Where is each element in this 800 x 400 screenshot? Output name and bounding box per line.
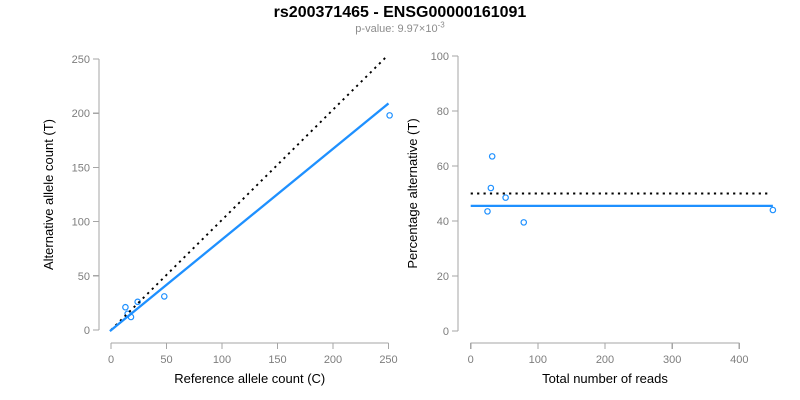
y-tick-label: 0 — [443, 326, 449, 338]
x-tick-label: 250 — [379, 354, 397, 366]
x-tick-label: 0 — [108, 354, 114, 366]
x-tick-label: 100 — [529, 354, 547, 366]
x-tick-label: 300 — [663, 354, 681, 366]
y-tick-label: 250 — [72, 54, 90, 66]
x-tick-label: 200 — [596, 354, 614, 366]
data-point — [487, 184, 495, 192]
regression-line — [109, 102, 390, 332]
data-point — [488, 153, 496, 160]
x-tick-label: 0 — [468, 354, 474, 366]
panel-1: 0 50 100 150 200 250 0 50 100 150 200 250 Reference … — [41, 54, 398, 386]
x-tick-label: 50 — [160, 354, 172, 366]
y-axis-title: Alternative allele count (T) — [41, 119, 56, 270]
data-point — [484, 208, 491, 215]
y-tick-label: 40 — [437, 216, 449, 228]
y-tick-label: 20 — [437, 271, 449, 283]
panel-2: 0 20 40 60 80 100 0 100 200 300 400 Total number of… — [405, 51, 777, 386]
pvalue-text: p-value: 9.97×10 — [355, 23, 438, 35]
data-point — [502, 194, 509, 201]
y-tick-label: 80 — [437, 106, 449, 118]
x-tick-label: 100 — [213, 354, 231, 366]
data-point — [160, 293, 168, 300]
x-axis-title: Total number of reads — [542, 371, 668, 386]
figure-subtitle: p-value: 9.97×10-3 — [0, 20, 800, 35]
pvalue-exponent: -3 — [437, 20, 445, 30]
y-tick-label: 0 — [84, 325, 90, 337]
data-point — [769, 206, 777, 214]
figure-title: rs200371465 - ENSG00000161091 — [273, 4, 527, 21]
y-tick-label: 60 — [437, 161, 449, 173]
x-tick-label: 400 — [730, 354, 748, 366]
y-tick-label: 200 — [72, 108, 90, 120]
y-tick-label: 50 — [78, 271, 90, 283]
y-axis-title: Percentage alternative (T) — [405, 118, 420, 268]
data-point — [386, 112, 393, 119]
x-tick-label: 200 — [324, 354, 342, 366]
y-tick-label: 100 — [431, 51, 449, 63]
data-point — [520, 219, 528, 226]
y-tick-label: 100 — [72, 217, 90, 229]
data-point — [134, 298, 141, 306]
y-tick-label: 150 — [72, 162, 90, 174]
identity-line — [110, 56, 387, 331]
x-axis-title: Reference allele count (C) — [174, 371, 325, 386]
x-tick-label: 150 — [268, 354, 286, 366]
data-point — [122, 303, 129, 311]
